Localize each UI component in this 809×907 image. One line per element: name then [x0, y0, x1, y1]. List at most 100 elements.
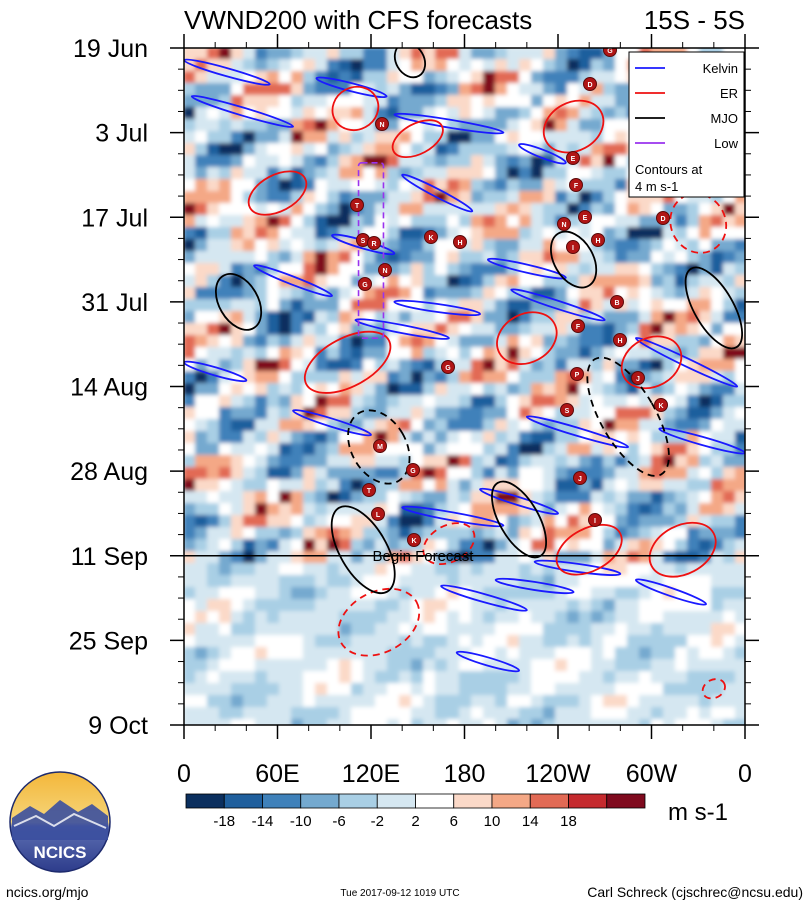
field-cell [255, 635, 269, 649]
field-cell [651, 671, 665, 685]
field-cell [567, 251, 581, 265]
field-cell [207, 275, 221, 289]
field-cell [243, 431, 257, 445]
field-cell [591, 539, 605, 553]
field-cell [435, 155, 449, 169]
field-cell [483, 419, 497, 433]
field-cell [231, 71, 245, 85]
field-cell [735, 503, 745, 517]
field-cell [195, 251, 209, 265]
field-cell [567, 623, 581, 637]
field-cell [315, 635, 329, 649]
mjo-contour [330, 505, 396, 595]
field-cell [243, 695, 257, 709]
kelvin-contour [354, 318, 450, 340]
field-cell [267, 179, 281, 193]
field-cell [315, 299, 329, 313]
field-cell [339, 203, 353, 217]
field-cell [435, 275, 449, 289]
field-cell [363, 119, 377, 133]
field-cell [279, 491, 293, 505]
field-cell [567, 335, 581, 349]
field-cell [207, 227, 221, 241]
field-cell [447, 539, 461, 553]
colorbar-label: -6 [332, 813, 345, 830]
field-cell [399, 371, 413, 385]
field-cell [735, 719, 745, 725]
field-cell [267, 383, 281, 397]
field-cell [711, 383, 725, 397]
field-cell [291, 95, 305, 109]
footer-left[interactable]: ncics.org/mjo [6, 884, 89, 900]
field-cell [231, 287, 245, 301]
field-cell [699, 671, 713, 685]
field-cell [495, 191, 509, 205]
field-cell [435, 563, 449, 577]
field-cell [663, 407, 677, 421]
field-cell [184, 71, 197, 85]
field-cell [195, 83, 209, 97]
field-cell [363, 671, 377, 685]
field-cell [279, 107, 293, 121]
field-cell [291, 563, 305, 577]
field-cell [351, 371, 365, 385]
field-cell [471, 251, 485, 265]
field-cell [675, 407, 689, 421]
field-cell [375, 143, 389, 157]
field-cell [603, 155, 617, 169]
storm-label: T [355, 203, 360, 210]
field-cell [471, 275, 485, 289]
field-cell [459, 431, 473, 445]
field-cell [351, 263, 365, 277]
field-cell [303, 167, 317, 181]
colorbar-swatch [300, 793, 340, 809]
field-cell [411, 191, 425, 205]
field-cell [435, 671, 449, 685]
field-cell [339, 191, 353, 205]
field-cell [543, 575, 557, 589]
field-cell [267, 635, 281, 649]
field-cell [675, 455, 689, 469]
field-cell [303, 383, 317, 397]
field-cell [507, 371, 521, 385]
field-cell [327, 299, 341, 313]
field-cell [639, 431, 653, 445]
field-cell [351, 623, 365, 637]
field-cell [459, 455, 473, 469]
field-cell [327, 71, 341, 85]
field-cell [495, 467, 509, 481]
field-cell [471, 215, 485, 229]
field-cell [387, 635, 401, 649]
field-cell [495, 623, 509, 637]
kelvin-contour [253, 264, 333, 298]
field-cell [591, 359, 605, 373]
y-tick-label: 19 Jun [73, 35, 148, 63]
field-cell [639, 323, 653, 337]
field-cell [447, 443, 461, 457]
field-cell [279, 623, 293, 637]
field-cell [531, 611, 545, 625]
field-cell [483, 287, 497, 301]
field-cell [579, 407, 593, 421]
field-cell [687, 407, 701, 421]
field-cell [291, 515, 305, 529]
storm-marker [610, 295, 624, 309]
field-cell [603, 527, 617, 541]
field-cell [711, 299, 725, 313]
field-cell [339, 275, 353, 289]
field-cell [231, 599, 245, 613]
er-contour [391, 119, 444, 159]
field-cell [399, 599, 413, 613]
field-cell [267, 587, 281, 601]
field-cell [291, 695, 305, 709]
field-cell [699, 311, 713, 325]
field-cell [495, 443, 509, 457]
field-cell [519, 119, 533, 133]
field-cell [471, 71, 485, 85]
field-cell [339, 95, 353, 109]
field-cell [291, 311, 305, 325]
field-cell [495, 431, 509, 445]
field-cell [483, 551, 497, 565]
legend-er-label: ER [720, 86, 738, 101]
field-cell [711, 479, 725, 493]
